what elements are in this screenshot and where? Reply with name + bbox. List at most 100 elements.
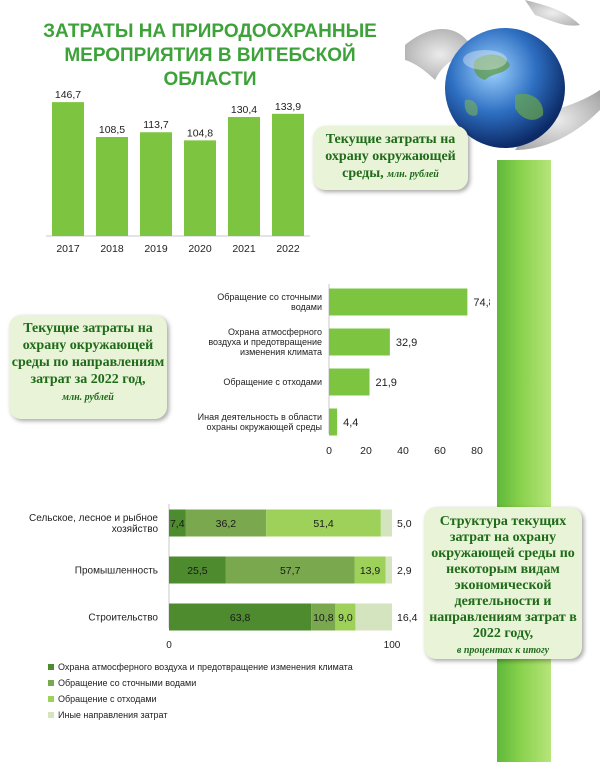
- legend-label: Обращение с отходами: [58, 694, 157, 704]
- x-tick-label: 2018: [100, 243, 124, 255]
- category-label-line: Сельское, лесное и рыбное: [29, 512, 158, 524]
- stack-segment: [266, 509, 381, 537]
- legend-swatch: [48, 712, 54, 718]
- segment-value-label: 13,9: [360, 565, 381, 577]
- category-label: Иная деятельность в области охраны окружа…: [198, 412, 322, 432]
- callout-current-costs-text: Текущие затраты на охрану окружающей сре…: [325, 132, 456, 181]
- segment-value-label: 57,7: [280, 565, 301, 577]
- segment-value-label: 5,0: [397, 518, 412, 530]
- segment-value-label: 9,0: [338, 612, 353, 624]
- category-label: Сельское, лесное и рыбное хозяйство: [29, 512, 158, 535]
- category-label-line: хозяйство: [112, 524, 159, 535]
- callout-cost-structure-text: Структура текущих затрат на охрану окруж…: [429, 514, 577, 641]
- bar-direction: [329, 328, 390, 356]
- bar-2021: [228, 117, 260, 236]
- category-label-line: охраны окружающей среды: [207, 422, 322, 432]
- stack-segment: [385, 556, 392, 584]
- x-tick-label: 2019: [144, 243, 168, 255]
- stack-segment: [225, 556, 355, 584]
- category-label: Обращение с отходами: [223, 377, 322, 387]
- bar-value-label: 74,8: [473, 297, 490, 309]
- page-title: ЗАТРАТЫ НА ПРИРОДООХРАННЫЕ МЕРОПРИЯТИЯ В…: [43, 21, 377, 90]
- category-label: Промышленность: [75, 566, 158, 577]
- legend-label: Охрана атмосферного воздуха и предотвращ…: [58, 662, 353, 672]
- legend-swatch: [48, 680, 54, 686]
- callout-current-costs-unit: млн. рублей: [387, 169, 439, 180]
- legend-swatch: [48, 664, 54, 670]
- bar-value-label: 104,8: [187, 127, 213, 139]
- category-label-line: Охрана атмосферного: [228, 327, 322, 337]
- category-label-line: воздуха и предотвращение: [208, 337, 322, 347]
- callout-costs-by-direction: Текущие затраты на охрану окружающей сре…: [9, 315, 167, 419]
- legend-label: Иные направления затрат: [58, 710, 168, 720]
- segment-value-label: 2,9: [397, 565, 412, 577]
- bar-value-label: 108,5: [99, 124, 125, 136]
- callout-cost-structure-unit: в процентах к итогу: [456, 645, 550, 656]
- bar-value-label: 146,7: [55, 89, 81, 101]
- x-tick-label: 2017: [56, 243, 80, 255]
- stack-segment: [185, 509, 267, 537]
- segment-value-label: 16,4: [397, 612, 418, 624]
- x-tick-label: 40: [397, 445, 409, 457]
- category-label-line: водами: [291, 302, 322, 312]
- bar-value-label: 133,9: [275, 101, 301, 113]
- callout-cost-structure: Структура текущих затрат на охрану окруж…: [424, 507, 582, 659]
- category-label-line: Промышленность: [75, 566, 158, 577]
- bar-value-label: 32,9: [396, 337, 417, 349]
- segment-value-label: 63,8: [230, 612, 251, 624]
- globe-in-hands-image: [405, 0, 600, 175]
- legend-label: Обращение со сточными водами: [58, 678, 197, 688]
- segment-value-label: 51,4: [313, 518, 334, 530]
- category-label: Обращение со сточными водами: [217, 292, 322, 312]
- category-label-line: Обращение со сточными: [217, 292, 322, 302]
- segment-value-label: 36,2: [216, 518, 237, 530]
- bar-2017: [52, 102, 84, 236]
- stack-segment: [354, 556, 386, 584]
- segment-value-label: 25,5: [187, 565, 208, 577]
- legend-item: Иные направления затрат: [48, 707, 353, 723]
- x-tick-label: 0: [166, 640, 172, 651]
- stack-segment: [169, 556, 226, 584]
- bar-2019: [140, 132, 172, 236]
- x-tick-label: 0: [326, 445, 332, 457]
- x-tick-label: 2022: [276, 243, 300, 255]
- stack-segment: [335, 603, 356, 631]
- stack-segment: [169, 603, 312, 631]
- category-label-line: Иная деятельность в области: [198, 412, 322, 422]
- category-label: Строительство: [88, 613, 158, 624]
- segment-value-label: 7,4: [170, 518, 185, 530]
- bar-direction: [329, 288, 468, 316]
- stack-segment: [169, 509, 186, 537]
- stack-segment: [355, 603, 392, 631]
- bar-value-label: 4,4: [343, 417, 358, 429]
- x-tick-label: 2021: [232, 243, 256, 255]
- cost-structure-stacked-chart: 7,4 36,2 51,4 5,0 Сельское, лесное и рыбное х…: [29, 504, 418, 651]
- legend-item: Охрана атмосферного воздуха и предотвращ…: [48, 659, 353, 675]
- bar-direction: [329, 368, 370, 396]
- bar-2022: [272, 113, 304, 236]
- segment-value-label: 10,8: [313, 612, 334, 624]
- stacked-chart-legend: Охрана атмосферного воздуха и предотвращ…: [48, 659, 353, 723]
- bar-2018: [96, 136, 128, 236]
- bar-direction: [329, 408, 338, 436]
- x-tick-label: 80: [471, 445, 483, 457]
- category-label: Охрана атмосферного воздуха и предотвраще…: [208, 327, 322, 357]
- x-tick-label: 2020: [188, 243, 212, 255]
- callout-costs-by-direction-unit: млн. рублей: [62, 392, 114, 403]
- stack-segment: [380, 509, 392, 537]
- stack-segment: [311, 603, 336, 631]
- decorative-green-stripe: [497, 160, 551, 762]
- category-label-line: Строительство: [88, 613, 158, 624]
- legend-item: Обращение со сточными водами: [48, 675, 353, 691]
- bar-value-label: 21,9: [376, 377, 397, 389]
- x-tick-label: 20: [360, 445, 372, 457]
- bar-value-label: 130,4: [231, 104, 257, 116]
- legend-item: Обращение с отходами: [48, 691, 353, 707]
- callout-current-costs: Текущие затраты на охрану окружающей сре…: [313, 126, 468, 190]
- x-tick-label: 100: [384, 640, 401, 651]
- annual-costs-bar-chart: 146,7 2017 108,5 2018 113,7 2019 104,8 2020 130,…: [46, 89, 310, 255]
- bar-2020: [184, 140, 216, 236]
- callout-costs-by-direction-text: Текущие затраты на охрану окружающей сре…: [11, 321, 165, 387]
- category-label-line: изменения климата: [240, 347, 322, 357]
